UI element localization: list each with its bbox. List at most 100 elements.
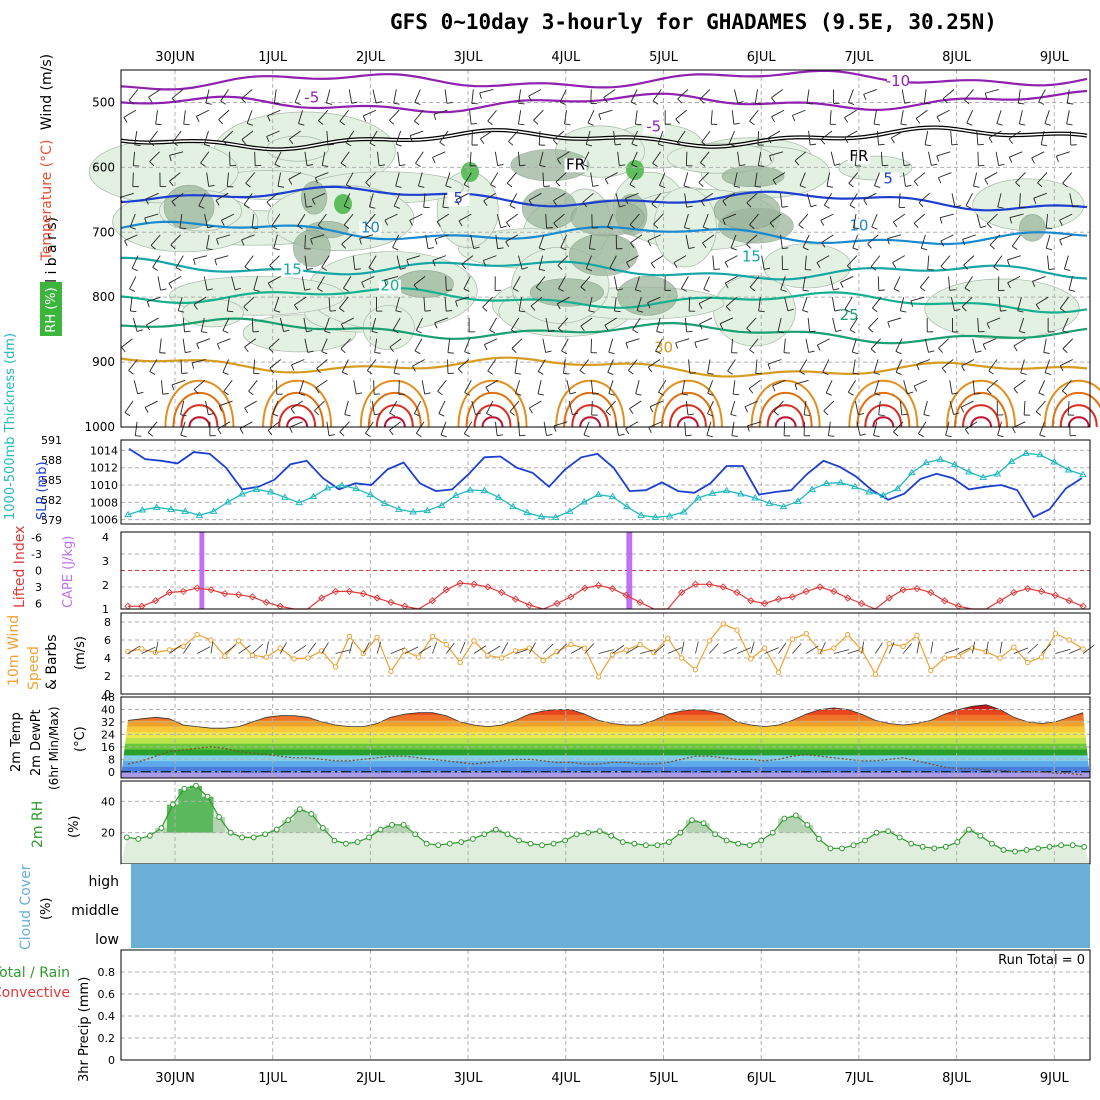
wind-barb: [297, 213, 306, 227]
wind-barb: [688, 359, 691, 374]
wind-barb: [206, 234, 210, 249]
wind-barb-flag: [564, 123, 571, 126]
wind-barb: [903, 172, 906, 187]
wind-barb: [128, 89, 139, 101]
wind-barb-flag: [863, 199, 868, 206]
contour-label: -5: [304, 88, 319, 106]
temperature-contour-warm: [383, 416, 406, 428]
temperature-contour: [120, 69, 1088, 91]
rh-point: [839, 845, 845, 852]
wind-speed-point: [180, 643, 186, 649]
contour-label: FR: [566, 155, 585, 173]
wind-barb: [395, 130, 402, 145]
thickness-point: [138, 506, 147, 513]
slp-tick-label: 1008: [90, 496, 118, 509]
wind-barb: [149, 151, 160, 162]
lifted-index-point: [594, 581, 603, 589]
wind-barb: [214, 255, 229, 260]
thickness-point: [879, 491, 888, 498]
wind-barb: [217, 421, 231, 430]
wind-barb-flag: [685, 434, 692, 437]
wind-barb-flag: [558, 328, 564, 333]
wind-barb: [486, 400, 494, 414]
wind-barb-flag: [269, 265, 275, 270]
wind-speed-point: [415, 654, 422, 660]
wind-barb-flag: [293, 304, 299, 311]
wind-speed-point: [595, 674, 602, 680]
wind-tick-label: 0: [104, 688, 111, 701]
wind-barb: [652, 89, 662, 102]
wind-barb: [231, 276, 236, 291]
wind-barb-flag: [767, 363, 771, 370]
x-tick-label-bottom: 5JUL: [649, 1071, 679, 1086]
wind-barb: [767, 359, 782, 365]
wind-barb-flag: [681, 288, 687, 292]
wind-barb: [298, 380, 305, 394]
wind-barb-10m: [875, 642, 883, 654]
thickness-point: [665, 512, 674, 519]
rh-region-saturated: [334, 194, 352, 214]
wind-barb: [749, 109, 759, 122]
wind-barb-flag: [821, 242, 826, 248]
wind-barb-flag: [1059, 365, 1064, 372]
wind-barb-10m: [529, 642, 536, 654]
thickness-point: [266, 488, 275, 495]
wind-barb-10m: [459, 641, 466, 654]
lifted-index-point: [511, 595, 520, 603]
wind-barb: [343, 213, 354, 226]
wind-barb: [903, 380, 908, 394]
wind-barb-flag: [227, 310, 234, 313]
wind-barb: [553, 421, 568, 427]
wind-barb-flag: [848, 391, 854, 396]
rh-point: [919, 843, 926, 850]
wind-barb-flag: [563, 372, 570, 375]
wind-barb: [1023, 401, 1026, 416]
wind-barb-flag: [607, 371, 614, 375]
wind-barb: [747, 421, 762, 427]
wind-barb: [482, 296, 493, 308]
wind-barb: [820, 130, 833, 140]
thickness-slp-frame: [120, 439, 1091, 525]
wind-barb: [913, 172, 926, 182]
wind-barb-flag: [528, 95, 533, 102]
lifted-index-point: [193, 584, 201, 592]
wind-barb: [636, 297, 642, 311]
wind-barb-10m: [778, 642, 787, 654]
wind-barb-flag: [369, 206, 376, 209]
wind-barb: [353, 380, 357, 395]
wind-barb: [938, 338, 949, 349]
wind-barb: [444, 89, 448, 104]
wind-barb-flag: [266, 136, 270, 143]
wind-barb-10m: [944, 648, 960, 654]
wind-barb: [798, 213, 809, 225]
thickness-point: [209, 507, 218, 514]
wind-barb-flag: [931, 163, 938, 166]
wind-speed-point: [900, 643, 906, 649]
wind-barb-flag: [1017, 310, 1024, 313]
rh-region: [924, 278, 1080, 340]
wind-barb-10m: [916, 641, 920, 654]
temperature-band: [121, 754, 1090, 762]
wind-barb-flag: [170, 244, 176, 250]
wind-barb-flag: [630, 101, 637, 105]
wind-barb-flag: [749, 286, 756, 292]
wind-speed-point: [761, 645, 768, 651]
wind-barb: [830, 151, 835, 166]
wind-barb-flag: [630, 242, 635, 248]
temperature-contour-warm: [172, 391, 227, 428]
wind-barb-flag: [200, 162, 206, 167]
wind-barb-flag: [135, 435, 142, 437]
wind-speed-point: [291, 656, 297, 662]
wind-barb: [985, 89, 999, 94]
thickness-point: [152, 503, 161, 510]
rh-point: [308, 810, 315, 817]
wind-barb: [806, 193, 812, 207]
wind-barb: [182, 338, 186, 353]
wind-barb-flag: [727, 370, 733, 375]
rh-point: [239, 834, 246, 841]
rh-point: [343, 840, 349, 847]
wind-barb: [1064, 255, 1069, 270]
lifted-index-frame: [120, 531, 1091, 610]
wind-barb: [961, 296, 973, 308]
wind-barb-10m: [542, 643, 554, 654]
